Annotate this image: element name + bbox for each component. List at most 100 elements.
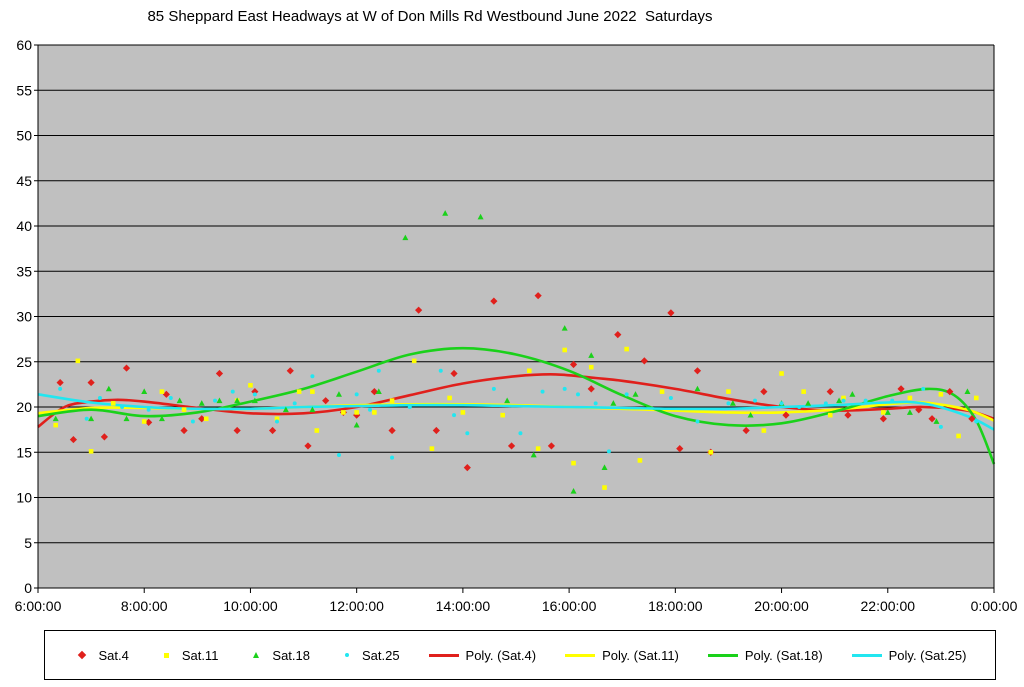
legend-line-swatch [707,653,738,657]
point-sat-25 [518,431,523,436]
legend-label: Sat.11 [181,647,219,663]
point-sat-25 [938,424,943,429]
point-sat-11 [310,389,315,394]
point-sat-4 [507,442,516,450]
point-sat-25 [275,419,279,424]
point-sat-25 [753,398,757,403]
point-sat-4 [286,367,294,375]
point-sat-4 [233,426,241,435]
y-tick-label: 35 [16,263,32,279]
point-sat-18 [906,409,913,415]
x-tick-label: 8:00:00 [121,598,168,614]
point-sat-11 [274,416,280,422]
point-sat-25 [540,389,545,394]
x-tick-label: 16:00:00 [542,598,597,614]
point-sat-25 [726,401,731,406]
legend-square-marker [163,652,169,658]
point-sat-11 [588,364,594,370]
point-sat-25 [376,368,381,373]
point-sat-18 [234,397,241,404]
point-sat-11 [447,395,452,401]
point-sat-11 [562,347,567,353]
point-sat-18 [105,385,112,392]
point-sat-18 [442,210,449,216]
point-sat-11 [907,395,913,401]
y-tick-label: 40 [16,218,32,234]
point-sat-11 [203,416,209,422]
point-sat-4 [304,442,312,450]
point-sat-4 [640,357,648,365]
legend-label: Poly. (Sat.4) [465,647,537,663]
y-tick-label: 50 [16,128,32,144]
point-sat-11 [637,458,643,463]
point-sat-18 [570,487,577,494]
point-sat-11 [314,428,320,433]
point-sat-4 [100,433,108,441]
point-sat-18 [884,409,891,415]
point-sat-11 [88,449,94,454]
point-sat-11 [973,395,979,401]
point-sat-25 [292,401,297,406]
point-sat-25 [841,398,846,403]
point-sat-4 [667,309,675,317]
point-sat-4 [268,426,277,435]
point-sat-4 [879,415,887,423]
legend-line-swatch [428,653,459,657]
point-sat-25 [390,455,395,460]
point-sat-4 [145,418,153,426]
trendline-poly-sat-25 [37,393,995,431]
legend-item-sat-4: Sat.4 [73,648,129,663]
point-sat-25 [921,386,926,391]
point-sat-4 [87,378,95,387]
point-sat-18 [836,397,843,404]
point-sat-11 [881,410,886,415]
point-sat-4 [915,406,923,414]
point-sat-4 [490,297,498,305]
y-tick-label: 55 [16,82,32,98]
y-tick-label: 45 [16,173,32,189]
legend-triangle-marker [253,652,260,658]
point-sat-25 [575,392,580,397]
point-sat-18 [282,406,289,413]
point-sat-4 [928,415,936,423]
point-sat-25 [367,407,372,412]
point-sat-25 [120,405,125,409]
point-sat-4 [69,435,78,444]
point-sat-4 [897,385,905,393]
point-sat-11 [827,412,833,418]
point-sat-4 [122,364,131,372]
y-tick-label: 60 [16,37,32,53]
point-sat-25 [863,398,868,403]
point-sat-25 [230,389,235,394]
x-tick-label: 22:00:00 [861,598,916,614]
point-sat-18 [588,352,595,358]
point-sat-18 [610,400,617,406]
point-sat-25 [84,416,89,421]
trendline-poly-sat-4 [37,373,995,428]
point-sat-4 [569,360,578,369]
point-sat-25 [452,413,457,418]
point-sat-25 [407,405,412,409]
point-sat-11 [75,358,81,364]
point-sat-25 [146,407,151,412]
point-sat-11 [296,389,302,394]
point-sat-25 [624,392,629,397]
point-sat-11 [624,346,629,352]
point-sat-25 [465,431,470,436]
point-sat-4 [180,426,188,435]
x-tick-label: 10:00:00 [223,598,278,614]
x-tick-label: 20:00:00 [754,598,809,614]
point-sat-11 [411,358,417,364]
point-sat-11 [248,382,253,388]
point-sat-25 [890,398,895,403]
point-sat-18 [52,415,59,422]
point-sat-4 [587,385,595,393]
x-tick-label: 18:00:00 [648,598,703,614]
point-sat-4 [388,426,396,435]
point-sat-25 [695,419,700,424]
point-sat-4 [251,388,259,396]
point-sat-11 [429,446,435,451]
point-sat-25 [438,368,443,373]
point-sat-18 [375,388,382,395]
legend-label: Sat.25 [361,647,400,663]
